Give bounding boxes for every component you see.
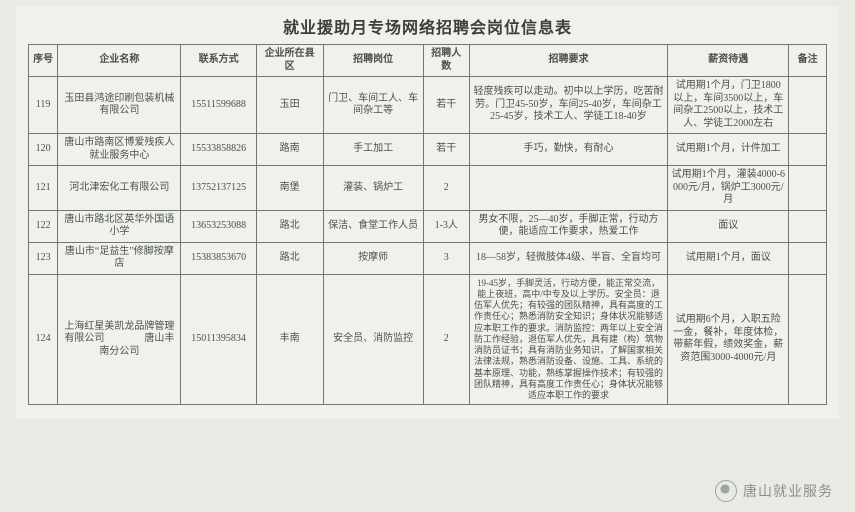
col-seq: 序号 [29, 45, 58, 77]
cell-pos: 安全员、消防监控 [323, 274, 423, 405]
cell-req: 手巧，勤快，有耐心 [469, 134, 667, 166]
cell-seq: 120 [29, 134, 58, 166]
table-title: 就业援助月专场网络招聘会岗位信息表 [28, 14, 827, 44]
cell-rem [789, 77, 827, 134]
col-area: 企业所在县区 [256, 45, 323, 77]
cell-tel: 15011395834 [181, 274, 256, 405]
cell-pos: 保洁、食堂工作人员 [323, 210, 423, 242]
col-req: 招聘要求 [469, 45, 667, 77]
cell-rem [789, 166, 827, 211]
cell-pos: 按摩师 [323, 242, 423, 274]
cell-pos: 灌装、锅炉工 [323, 166, 423, 211]
document-sheet: 就业援助月专场网络招聘会岗位信息表 序号 企业名称 联系方式 企业所在县区 招聘… [16, 6, 839, 419]
cell-tel: 13752137125 [181, 166, 256, 211]
cell-seq: 119 [29, 77, 58, 134]
cell-cnt: 3 [423, 242, 469, 274]
cell-area: 丰南 [256, 274, 323, 405]
cell-sal: 试用期1个月，计件加工 [668, 134, 789, 166]
cell-req: 轻度残疾可以走动。初中以上学历，吃苦耐劳。门卫45-50岁，车间25-40岁，车… [469, 77, 667, 134]
col-cnt: 招聘人数 [423, 45, 469, 77]
cell-pos: 门卫、车间工人、车间杂工等 [323, 77, 423, 134]
cell-sal: 试用期1个月，门卫1800以上，车间3500以上，车间杂工2500以上，技术工人… [668, 77, 789, 134]
table-row: 120唐山市路南区博爱残疾人就业服务中心15533858826路南手工加工若干手… [29, 134, 827, 166]
cell-tel: 15511599688 [181, 77, 256, 134]
watermark-logo-icon [715, 480, 737, 502]
cell-ent: 玉田县鸿途印刷包装机械有限公司 [58, 77, 181, 134]
cell-pos: 手工加工 [323, 134, 423, 166]
cell-rem [789, 210, 827, 242]
cell-req: 19-45岁，手脚灵活，行动方便，能正常交流，能上夜班，高中/中专及以上学历。安… [469, 274, 667, 405]
col-ent: 企业名称 [58, 45, 181, 77]
cell-seq: 123 [29, 242, 58, 274]
cell-tel: 13653253088 [181, 210, 256, 242]
cell-ent: 唐山市“足益生”修脚按摩店 [58, 242, 181, 274]
cell-ent: 唐山市路北区英华外国语小学 [58, 210, 181, 242]
cell-area: 路南 [256, 134, 323, 166]
cell-cnt: 若干 [423, 77, 469, 134]
col-sal: 薪资待遇 [668, 45, 789, 77]
cell-cnt: 1-3人 [423, 210, 469, 242]
cell-rem [789, 274, 827, 405]
cell-rem [789, 242, 827, 274]
cell-rem [789, 134, 827, 166]
col-rem: 备注 [789, 45, 827, 77]
table-row: 124上海红星美凯龙品牌管理有限公司 唐山丰南分公司15011395834丰南安… [29, 274, 827, 405]
table-row: 119玉田县鸿途印刷包装机械有限公司15511599688玉田门卫、车间工人、车… [29, 77, 827, 134]
col-tel: 联系方式 [181, 45, 256, 77]
cell-area: 路北 [256, 242, 323, 274]
cell-cnt: 2 [423, 166, 469, 211]
table-row: 121河北津宏化工有限公司13752137125南堡灌装、锅炉工2 试用期1个月，… [29, 166, 827, 211]
cell-cnt: 2 [423, 274, 469, 405]
cell-tel: 15533858826 [181, 134, 256, 166]
cell-ent: 上海红星美凯龙品牌管理有限公司 唐山丰南分公司 [58, 274, 181, 405]
cell-seq: 124 [29, 274, 58, 405]
watermark-text: 唐山就业服务 [743, 481, 833, 501]
cell-sal: 试用期6个月，入职五险一金，餐补，年度体检，带薪年假，绩效奖金，薪资范围3000… [668, 274, 789, 405]
cell-sal: 面议 [668, 210, 789, 242]
job-info-table: 序号 企业名称 联系方式 企业所在县区 招聘岗位 招聘人数 招聘要求 薪资待遇 … [28, 44, 827, 405]
cell-area: 南堡 [256, 166, 323, 211]
col-pos: 招聘岗位 [323, 45, 423, 77]
cell-tel: 15383853670 [181, 242, 256, 274]
cell-cnt: 若干 [423, 134, 469, 166]
cell-req [469, 166, 667, 211]
table-header-row: 序号 企业名称 联系方式 企业所在县区 招聘岗位 招聘人数 招聘要求 薪资待遇 … [29, 45, 827, 77]
cell-ent: 河北津宏化工有限公司 [58, 166, 181, 211]
cell-sal: 试用期1个月，面议 [668, 242, 789, 274]
cell-sal: 试用期1个月，灌装4000-6000元/月，锅炉工3000元/月 [668, 166, 789, 211]
cell-area: 路北 [256, 210, 323, 242]
cell-req: 男女不限，25—40岁，手脚正常，行动方便，能适应工作要求，热爱工作 [469, 210, 667, 242]
table-row: 122唐山市路北区英华外国语小学13653253088路北保洁、食堂工作人员1-… [29, 210, 827, 242]
cell-area: 玉田 [256, 77, 323, 134]
watermark: 唐山就业服务 [715, 480, 833, 502]
cell-req: 18—58岁，轻微肢体4级、半盲、全盲均可 [469, 242, 667, 274]
cell-seq: 122 [29, 210, 58, 242]
cell-seq: 121 [29, 166, 58, 211]
table-row: 123唐山市“足益生”修脚按摩店15383853670路北按摩师318—58岁，… [29, 242, 827, 274]
cell-ent: 唐山市路南区博爱残疾人就业服务中心 [58, 134, 181, 166]
